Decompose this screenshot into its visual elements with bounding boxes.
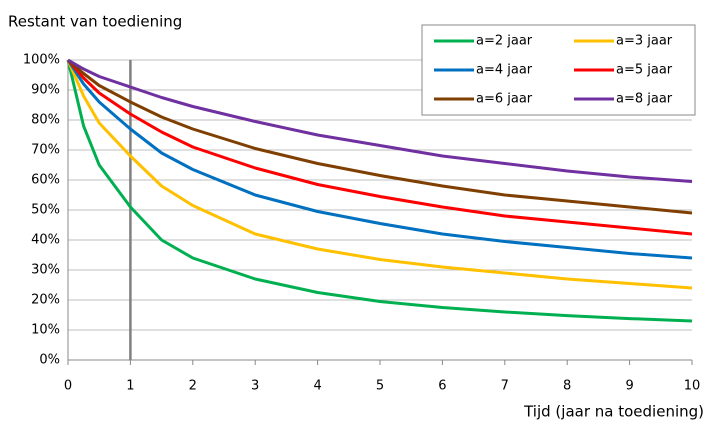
x-tick-label: 0: [64, 379, 72, 394]
x-axis-label: Tijd (jaar na toediening): [523, 403, 704, 421]
series-line: [66, 59, 693, 290]
legend-label: a=3 jaar: [616, 34, 673, 49]
y-tick-label: 100%: [23, 53, 60, 68]
legend-label: a=4 jaar: [476, 63, 533, 78]
series-line: [66, 59, 693, 260]
series-line: [66, 59, 693, 323]
y-axis-label: Restant van toediening: [8, 13, 182, 31]
y-tick-label: 40%: [31, 233, 60, 248]
y-tick-label: 0%: [39, 353, 60, 368]
x-tick-label: 10: [684, 379, 701, 394]
series-line: [67, 58, 693, 183]
x-tick-label: 9: [625, 379, 633, 394]
x-tick-label: 6: [438, 379, 446, 394]
y-tick-label: 30%: [31, 263, 60, 278]
x-tick-label: 1: [126, 379, 134, 394]
x-tick-label: 8: [563, 379, 571, 394]
legend-label: a=6 jaar: [476, 92, 533, 107]
x-tick-label: 3: [251, 379, 259, 394]
legend-label: a=2 jaar: [476, 34, 533, 49]
legend-label: a=8 jaar: [616, 92, 673, 107]
x-tick-label: 5: [376, 379, 384, 394]
y-tick-label: 10%: [31, 323, 60, 338]
y-tick-label: 70%: [31, 143, 60, 158]
y-tick-label: 50%: [31, 203, 60, 218]
y-tick-label: 90%: [31, 83, 60, 98]
y-tick-label: 20%: [31, 293, 60, 308]
legend-label: a=5 jaar: [616, 63, 673, 78]
series-line: [67, 58, 693, 215]
x-tick-label: 7: [501, 379, 509, 394]
x-tick-label: 4: [313, 379, 321, 394]
y-tick-label: 80%: [31, 113, 60, 128]
y-tick-label: 60%: [31, 173, 60, 188]
x-tick-label: 2: [189, 379, 197, 394]
series-line: [66, 59, 693, 236]
